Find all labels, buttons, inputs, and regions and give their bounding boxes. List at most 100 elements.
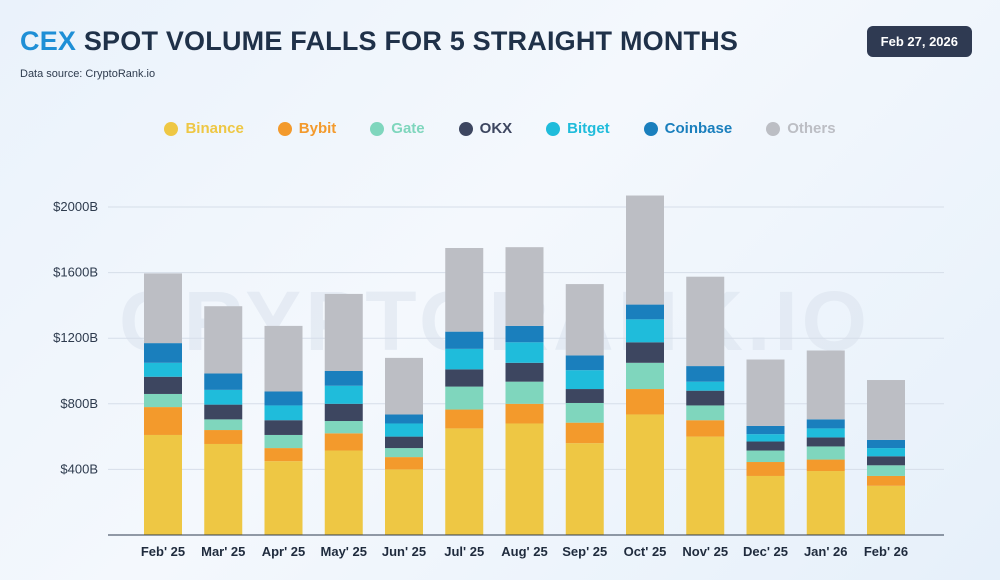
- bar-segment-others: [264, 325, 303, 392]
- legend-item-coinbase: Coinbase: [643, 120, 733, 137]
- y-tick-label: $1200B: [53, 330, 98, 345]
- bar-stack-aug-25: [505, 247, 544, 535]
- legend-label-okx: OKX: [479, 120, 513, 137]
- bar-segment-coinbase: [264, 391, 303, 406]
- bar-segment-bitget: [144, 362, 182, 377]
- bar-segment-gate: [204, 419, 243, 431]
- legend-label-binance: Binance: [185, 120, 244, 137]
- bar-segment-bybit: [806, 459, 845, 472]
- bar-segment-okx: [204, 404, 243, 420]
- x-tick-label: Jun' 25: [382, 544, 426, 559]
- bar-segment-others: [746, 359, 785, 426]
- bar-segment-coinbase: [867, 439, 905, 449]
- legend-item-binance: Binance: [164, 120, 244, 137]
- bar-segment-gate: [626, 362, 664, 390]
- bar-segment-others: [204, 306, 243, 374]
- bar-segment-binance: [806, 471, 845, 535]
- bar-segment-okx: [565, 389, 604, 403]
- bar-stack-mar-25: [204, 306, 243, 535]
- legend-dot-gate: [370, 121, 385, 136]
- bar-segment-bybit: [867, 475, 905, 486]
- bar-segment-bybit: [204, 430, 243, 444]
- y-tick-label: $800B: [60, 396, 98, 411]
- bar-segment-okx: [806, 437, 845, 447]
- bars: [144, 195, 905, 535]
- x-tick-label: Mar' 25: [201, 544, 245, 559]
- bar-segment-bybit: [385, 457, 423, 470]
- bar-segment-bitget: [324, 385, 363, 404]
- x-tick-label: Jul' 25: [444, 544, 484, 559]
- bar-segment-binance: [264, 461, 303, 535]
- legend-item-others: Others: [766, 120, 836, 137]
- bar-segment-gate: [867, 465, 905, 476]
- bar-segment-gate: [144, 393, 182, 408]
- bar-segment-gate: [324, 421, 363, 434]
- watermark: CRYPTORANK.IO: [119, 274, 871, 368]
- bar-stack-feb-25: [144, 273, 182, 535]
- bar-segment-coinbase: [385, 414, 423, 424]
- bar-segment-okx: [144, 376, 182, 394]
- bar-segment-gate: [505, 381, 544, 404]
- x-tick-label: Nov' 25: [682, 544, 728, 559]
- bar-segment-others: [565, 284, 604, 356]
- bar-segment-coinbase: [324, 371, 363, 386]
- bar-segment-bybit: [505, 403, 544, 424]
- bar-segment-bitget: [505, 342, 544, 363]
- bar-segment-bitget: [385, 423, 423, 437]
- bar-segment-bitget: [686, 381, 725, 391]
- data-source: Data source: CryptoRank.io: [20, 68, 156, 80]
- legend-item-bitget: Bitget: [546, 120, 610, 137]
- legend-label-bybit: Bybit: [298, 120, 337, 137]
- bar-segment-bitget: [626, 319, 664, 343]
- bar-segment-others: [867, 380, 905, 440]
- bar-segment-okx: [324, 403, 363, 422]
- bar-segment-okx: [686, 390, 725, 406]
- bar-stack-may-25: [324, 293, 363, 535]
- bar-segment-bitget: [867, 448, 905, 457]
- bar-segment-binance: [565, 443, 604, 535]
- bar-segment-bitget: [264, 405, 303, 421]
- bar-segment-others: [686, 276, 725, 367]
- legend-item-bybit: Bybit: [277, 120, 337, 137]
- bar-segment-bybit: [686, 420, 725, 437]
- x-tick-label: Apr' 25: [262, 544, 306, 559]
- bar-segment-coinbase: [686, 366, 725, 382]
- bar-stack-apr-25: [264, 325, 303, 535]
- bar-segment-bybit: [445, 409, 484, 429]
- bar-segment-bybit: [746, 462, 785, 476]
- bar-segment-gate: [445, 386, 484, 410]
- legend-label-coinbase: Coinbase: [664, 120, 733, 137]
- bar-stack-oct-25: [626, 195, 664, 535]
- bar-segment-others: [385, 357, 423, 415]
- bar-stack-nov-25: [686, 276, 725, 535]
- bar-segment-okx: [867, 456, 905, 466]
- bar-segment-bitget: [565, 370, 604, 390]
- bar-segment-gate: [686, 405, 725, 421]
- bar-segment-bitget: [204, 389, 243, 405]
- bar-segment-coinbase: [505, 325, 544, 343]
- legend-dot-bybit: [277, 121, 292, 136]
- title-rest: SPOT VOLUME FALLS FOR 5 STRAIGHT MONTHS: [83, 26, 739, 56]
- y-tick-label: $400B: [60, 461, 98, 476]
- bar-segment-coinbase: [144, 343, 182, 363]
- legend-label-others: Others: [787, 120, 836, 137]
- bar-segment-binance: [686, 436, 725, 535]
- bar-stack-jul-25: [445, 248, 484, 535]
- bar-segment-binance: [626, 414, 664, 535]
- bar-segment-bybit: [565, 422, 604, 444]
- bar-stack-jan-26: [806, 350, 845, 535]
- x-tick-label: Dec' 25: [743, 544, 788, 559]
- bar-segment-coinbase: [806, 419, 845, 429]
- bar-segment-binance: [746, 475, 785, 535]
- bar-segment-okx: [505, 362, 544, 382]
- bar-segment-gate: [746, 450, 785, 463]
- bar-stack-sep-25: [565, 284, 604, 535]
- bar-segment-binance: [445, 428, 484, 535]
- bar-segment-binance: [385, 469, 423, 535]
- bar-stack-jun-25: [385, 357, 423, 535]
- bar-segment-others: [505, 247, 544, 326]
- bar-segment-bitget: [806, 428, 845, 438]
- x-tick-label: Sep' 25: [562, 544, 607, 559]
- bar-segment-coinbase: [626, 304, 664, 320]
